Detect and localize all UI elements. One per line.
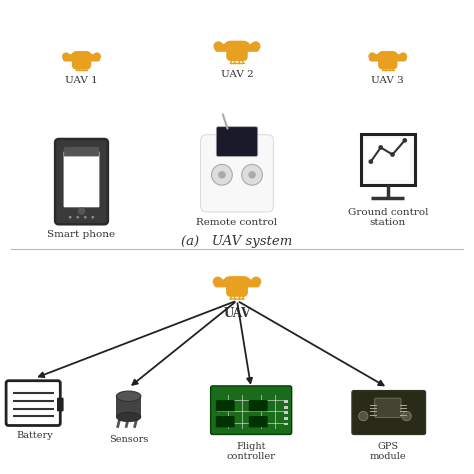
- Ellipse shape: [117, 391, 141, 401]
- FancyBboxPatch shape: [226, 41, 248, 61]
- FancyBboxPatch shape: [249, 400, 268, 411]
- FancyBboxPatch shape: [369, 54, 406, 62]
- Circle shape: [78, 207, 85, 215]
- Circle shape: [71, 52, 79, 61]
- Bar: [284, 400, 288, 403]
- Circle shape: [390, 152, 395, 157]
- FancyBboxPatch shape: [216, 127, 258, 156]
- FancyBboxPatch shape: [64, 147, 99, 156]
- FancyBboxPatch shape: [249, 416, 268, 428]
- Circle shape: [218, 171, 226, 179]
- Text: Smart phone: Smart phone: [47, 230, 116, 239]
- Text: Flight
controller: Flight controller: [227, 441, 275, 461]
- Circle shape: [368, 159, 373, 164]
- Circle shape: [240, 277, 251, 287]
- Circle shape: [76, 216, 79, 219]
- Circle shape: [224, 41, 234, 51]
- FancyBboxPatch shape: [210, 386, 292, 435]
- FancyBboxPatch shape: [374, 398, 401, 418]
- Circle shape: [213, 41, 223, 51]
- Circle shape: [402, 411, 411, 421]
- Text: Remote control: Remote control: [196, 218, 278, 227]
- Bar: [284, 423, 288, 426]
- Text: (a)   UAV system: (a) UAV system: [182, 235, 292, 247]
- FancyBboxPatch shape: [72, 51, 91, 70]
- FancyBboxPatch shape: [226, 276, 248, 297]
- Bar: [284, 417, 288, 420]
- FancyBboxPatch shape: [6, 381, 60, 426]
- Circle shape: [251, 277, 261, 287]
- Bar: [117, 396, 141, 417]
- FancyBboxPatch shape: [201, 135, 273, 212]
- FancyBboxPatch shape: [215, 44, 259, 52]
- Text: GPS
module: GPS module: [369, 441, 406, 461]
- Text: Sensors: Sensors: [109, 435, 148, 444]
- Text: Battery: Battery: [16, 431, 53, 440]
- Circle shape: [91, 216, 94, 219]
- Text: Ground control
station: Ground control station: [347, 208, 428, 227]
- Circle shape: [84, 216, 87, 219]
- Circle shape: [248, 171, 256, 179]
- FancyBboxPatch shape: [216, 416, 235, 428]
- FancyBboxPatch shape: [361, 134, 415, 185]
- FancyBboxPatch shape: [214, 279, 260, 287]
- Bar: [284, 406, 288, 409]
- Circle shape: [378, 145, 383, 150]
- Circle shape: [211, 164, 232, 185]
- Circle shape: [251, 41, 261, 51]
- Text: UAV: UAV: [223, 307, 251, 320]
- Circle shape: [213, 277, 223, 287]
- Text: UAV 2: UAV 2: [220, 70, 254, 79]
- FancyBboxPatch shape: [365, 139, 410, 181]
- FancyBboxPatch shape: [57, 398, 64, 411]
- Text: UAV 1: UAV 1: [65, 76, 98, 85]
- FancyBboxPatch shape: [378, 51, 398, 70]
- FancyBboxPatch shape: [216, 400, 235, 411]
- Circle shape: [242, 164, 263, 185]
- Circle shape: [368, 52, 376, 61]
- FancyBboxPatch shape: [55, 139, 108, 224]
- FancyBboxPatch shape: [64, 151, 100, 207]
- Circle shape: [240, 41, 250, 51]
- Text: UAV 3: UAV 3: [372, 76, 404, 85]
- Circle shape: [391, 52, 399, 61]
- Circle shape: [402, 138, 407, 143]
- Circle shape: [62, 52, 70, 61]
- Circle shape: [84, 52, 92, 61]
- Bar: [284, 411, 288, 414]
- Circle shape: [69, 216, 72, 219]
- Circle shape: [399, 52, 407, 61]
- Ellipse shape: [117, 412, 141, 422]
- FancyBboxPatch shape: [352, 391, 426, 435]
- Circle shape: [223, 277, 234, 287]
- Circle shape: [377, 52, 385, 61]
- FancyBboxPatch shape: [63, 54, 100, 62]
- Circle shape: [358, 411, 368, 421]
- Circle shape: [93, 52, 101, 61]
